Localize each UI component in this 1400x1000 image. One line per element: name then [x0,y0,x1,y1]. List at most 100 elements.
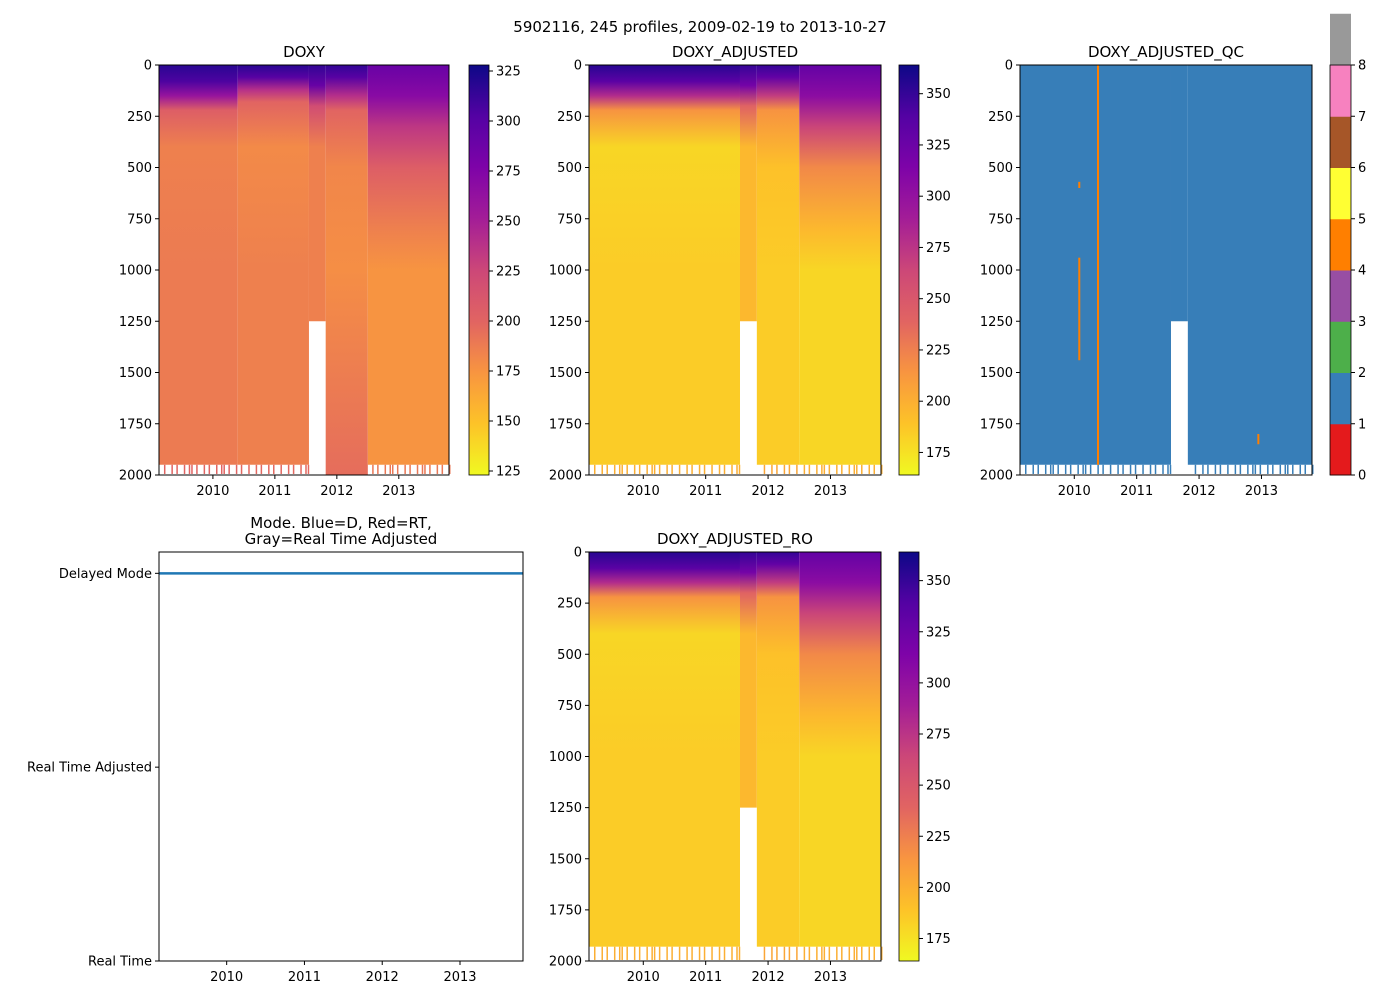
x-tick-label: 2013 [1245,484,1278,499]
heatmap-profile-tail [881,464,883,474]
x-tick-label: 2012 [752,484,785,499]
heatmap-profile-tail [1032,464,1034,474]
heatmap-profile-tail [861,464,863,474]
colorbar-tick-label: 200 [496,315,521,330]
colorbar-tick-label: 300 [926,676,951,691]
colorbar-tick-label: 325 [496,65,521,80]
y-tick-label: 1000 [549,264,582,279]
heatmap-profile-tail [651,464,653,474]
heatmap-profile-tail [216,464,218,474]
heatmap-profile-tail [738,464,741,474]
heatmap-profile-tail [1057,464,1059,474]
colorbar-tick-label: 200 [926,881,951,896]
heatmap-profile-tail [848,946,851,960]
colorbar-tick-label: 225 [926,830,951,845]
heatmap-profile-tail [618,464,621,474]
heatmap-profile-tail [449,464,451,474]
heatmap-profile-tail [1239,464,1242,474]
colorbar-tick-label: 275 [926,728,951,743]
heatmap-profile-tail [228,464,230,474]
colorbar-tick-label: 150 [496,415,521,430]
axes-frame [588,64,882,476]
heatmap-profile-tail [861,946,863,960]
colorbar-swatch [1330,321,1351,373]
x-tick-label: 2011 [689,484,722,499]
heatmap-segment [799,65,881,465]
heatmap-profile-tail [686,946,688,960]
heatmap-profile-tail [731,464,733,474]
heatmap-profile-tail [771,946,773,960]
colorbar [899,65,919,475]
colorbar-tick-label: 300 [496,115,521,130]
heatmap-profile-tail [429,464,431,474]
axes-frame [158,551,524,962]
heatmap-profile-tail [1169,464,1172,474]
colorbar-tick-label: 250 [926,779,951,794]
heatmap-profile-tail [633,946,636,960]
heatmap-profile-tail [703,946,706,960]
heatmap-profile-tail [651,946,653,960]
heatmap-profile-tail [1292,464,1294,474]
y-tick-label: 1750 [119,417,152,432]
colorbar-tick-label: 275 [496,165,521,180]
panel-0: DOXY 125 150 175 200 225 250 275 300 325 0 250 500 75… [119,43,521,499]
heatmap-profile-tail [873,946,876,960]
heatmap-profile-tail [1252,464,1254,474]
heatmap-profile-tail [788,946,791,960]
heatmap-profile-tail [1117,464,1119,474]
x-tick-label: 2012 [320,484,353,499]
heatmap-profile-tail [280,464,282,474]
heatmap-profile-tail [666,946,668,960]
panel-4: DOXY_ADJUSTED_RO 175 200 225 250 275 300 325 350… [549,530,951,985]
heatmap-segment [799,552,881,947]
heatmap-profile-tail [188,464,191,474]
colorbar-tick-label: 5 [1358,212,1366,227]
heatmap-profile-tail [698,946,701,960]
y-tick-label: 500 [557,161,582,176]
heatmap-profile-tail [718,946,721,960]
y-tick-label: 750 [988,212,1013,227]
heatmap-profile-tail [653,464,656,474]
heatmap-profile-tail [1077,464,1079,474]
heatmap-profile-tail [1149,464,1152,474]
heatmap-profile-tail [678,464,681,474]
x-tick-label: 2010 [627,970,660,985]
heatmap-profile-tail [658,946,661,960]
heatmap-profile-tail [868,946,871,960]
colorbar-tick-label: 125 [496,465,521,480]
y-tick-label: 1500 [549,366,582,381]
heatmap-profile-tail [678,946,681,960]
heatmap-profile-tail [384,464,387,474]
heatmap-profile-tail [1287,464,1289,474]
heatmap-profile-tail [416,464,419,474]
heatmap-segment [308,65,326,322]
colorbar-swatch [1330,167,1351,220]
heatmap-profile-tail [738,946,741,960]
heatmap-profile-tail [646,946,648,960]
heatmap-profile-tail [808,464,811,474]
colorbar-tick-label: 225 [496,265,521,280]
heatmap-profile-tail [240,464,243,474]
heatmap-profile-tail [671,464,673,474]
axes-frame [1019,64,1313,476]
heatmap-profile-tail [606,946,608,960]
heatmap-profile-tail [1167,464,1169,474]
x-tick-label: 2010 [210,970,243,985]
colorbar-tick-label: 8 [1358,59,1366,74]
heatmap-profile-tail [853,464,856,474]
heatmap-profile-tail [1044,464,1047,474]
heatmap-profile-tail [723,464,726,474]
heatmap-profile-tail [796,464,798,474]
heatmap-profile-tail [703,464,706,474]
heatmap-profile-tail [841,464,843,474]
heatmap-profile-tail [1162,464,1164,474]
heatmap-profile-tail [848,464,851,474]
x-tick-label: 2010 [627,484,660,499]
y-tick-label: 2000 [549,955,582,970]
heatmap-profile-tail [788,464,791,474]
heatmap-profile-tail [686,464,688,474]
heatmap-profile-tail [268,464,270,474]
y-tick-label: 2000 [549,469,582,484]
heatmap-segment [237,65,309,465]
